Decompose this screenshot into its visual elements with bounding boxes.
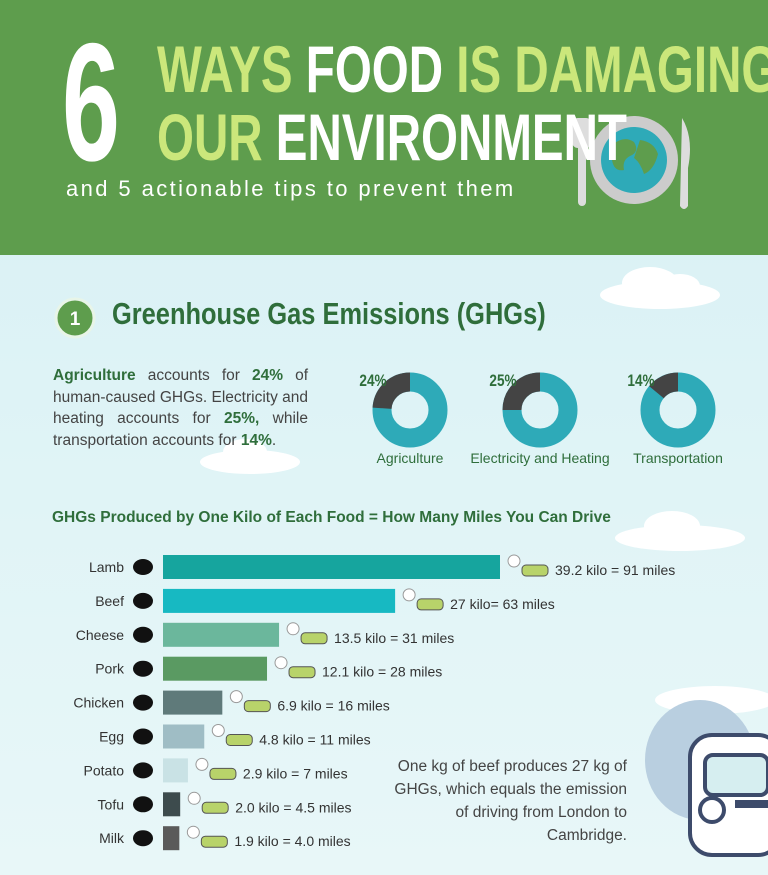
- food-icon: [133, 796, 153, 813]
- food-icon: [133, 694, 153, 711]
- category-label: Beef: [95, 593, 124, 609]
- car-icon: [288, 666, 316, 679]
- food-icon: [133, 728, 153, 745]
- food-icon: [133, 592, 153, 609]
- title-part: WAYS: [157, 32, 293, 106]
- section-title: Greenhouse Gas Emissions (GHGs): [112, 296, 546, 331]
- bar: [163, 724, 205, 749]
- bar: [163, 690, 223, 715]
- big-number: 6: [62, 8, 120, 196]
- annotation: One kg of beef produces 27 kg of GHGs, w…: [394, 758, 627, 844]
- car-illustration: [645, 700, 768, 857]
- value-label: 27 kilo= 63 miles: [450, 596, 555, 612]
- car-icon: [416, 598, 444, 611]
- car-icon: [201, 801, 229, 814]
- bar-chart-title: GHGs Produced by One Kilo of Each Food =…: [52, 509, 611, 526]
- donut-value-label: 25%: [489, 372, 516, 391]
- category-label: Milk: [99, 830, 125, 846]
- category-label: Tofu: [98, 796, 124, 812]
- donut-category-label: Electricity and Heating: [470, 450, 609, 466]
- value-label: 1.9 kilo = 4.0 miles: [234, 833, 350, 849]
- car-icon: [521, 564, 549, 577]
- title-part: FOOD: [305, 32, 444, 106]
- exhaust-cloud: [195, 757, 209, 771]
- car-icon: [209, 767, 237, 780]
- intro-run: accounts for: [135, 367, 252, 384]
- donut-category-label: Agriculture: [377, 450, 444, 466]
- title-part: ENVIRONMENT: [275, 100, 627, 174]
- donut-category-label: Transportation: [633, 450, 723, 466]
- category-label: Lamb: [89, 559, 124, 575]
- car-icon: [300, 632, 328, 645]
- title-line: WAYS FOOD IS DAMAGING: [157, 36, 768, 102]
- intro-run: Agriculture: [53, 367, 136, 384]
- exhaust-cloud: [187, 791, 201, 805]
- bar: [163, 555, 500, 579]
- bar: [163, 758, 188, 783]
- bar: [163, 656, 268, 681]
- category-label: Chicken: [73, 695, 124, 711]
- bar: [163, 588, 396, 613]
- value-label: 39.2 kilo = 91 miles: [555, 562, 675, 578]
- exhaust-cloud: [402, 588, 416, 602]
- value-label: 2.9 kilo = 7 miles: [243, 765, 348, 781]
- intro-run: of human-caused GHGs. Electricity and he…: [53, 367, 308, 427]
- bar: [163, 792, 181, 817]
- section-number: 1: [70, 309, 81, 330]
- donut-value-label: 24%: [359, 372, 386, 391]
- category-label: Egg: [99, 729, 124, 745]
- value-label: 13.5 kilo = 31 miles: [334, 630, 454, 646]
- title-part: OUR: [157, 100, 263, 174]
- car-icon: [200, 835, 228, 848]
- value-label: 12.1 kilo = 28 miles: [322, 664, 442, 680]
- intro-run: 25%,: [223, 410, 260, 427]
- subtitle: and 5 actionable tips to prevent them: [66, 176, 516, 201]
- exhaust-cloud: [186, 825, 200, 839]
- value-label: 4.8 kilo = 11 miles: [259, 732, 370, 748]
- exhaust-cloud: [286, 622, 300, 636]
- category-label: Cheese: [76, 627, 124, 643]
- title-line: OUR ENVIRONMENT: [157, 104, 627, 170]
- donut-value-label: 14%: [627, 372, 654, 391]
- intro-run: 14%: [240, 431, 272, 449]
- donut-segment: [372, 372, 411, 410]
- category-label: Pork: [95, 661, 125, 677]
- exhaust-cloud: [229, 690, 243, 704]
- bar: [163, 826, 180, 851]
- bar: [163, 622, 280, 647]
- section-badge: [54, 297, 96, 339]
- food-icon: [133, 660, 153, 677]
- exhaust-cloud: [507, 554, 521, 568]
- food-icon: [133, 830, 153, 847]
- donut-segment: [502, 372, 541, 411]
- donut-segment: [649, 372, 679, 399]
- car-icon: [243, 700, 271, 713]
- exhaust-cloud: [274, 656, 288, 670]
- category-label: Potato: [84, 762, 125, 778]
- plate-icon: [572, 116, 690, 209]
- value-label: 6.9 kilo = 16 miles: [277, 698, 389, 714]
- intro-run: while transportation accounts for: [53, 410, 308, 449]
- exhaust-cloud: [211, 724, 225, 737]
- food-icon: [133, 762, 153, 779]
- title-part: IS DAMAGING: [456, 32, 768, 106]
- intro-run: 24%: [251, 367, 284, 384]
- car-icon: [225, 734, 253, 746]
- value-label: 2.0 kilo = 4.5 miles: [235, 799, 351, 815]
- intro-run: .: [271, 431, 277, 449]
- food-icon: [133, 626, 153, 643]
- intro-text: Agriculture accounts for 24% of human-ca…: [53, 365, 308, 451]
- clouds: [200, 267, 768, 714]
- food-icon: [133, 559, 153, 575]
